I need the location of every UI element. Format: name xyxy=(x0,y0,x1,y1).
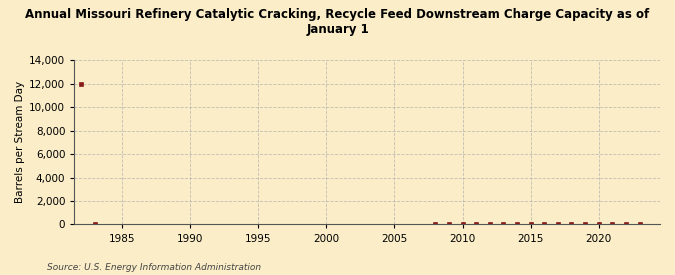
Text: Annual Missouri Refinery Catalytic Cracking, Recycle Feed Downstream Charge Capa: Annual Missouri Refinery Catalytic Crack… xyxy=(26,8,649,36)
Y-axis label: Barrels per Stream Day: Barrels per Stream Day xyxy=(15,81,25,204)
Text: Source: U.S. Energy Information Administration: Source: U.S. Energy Information Administ… xyxy=(47,263,261,272)
